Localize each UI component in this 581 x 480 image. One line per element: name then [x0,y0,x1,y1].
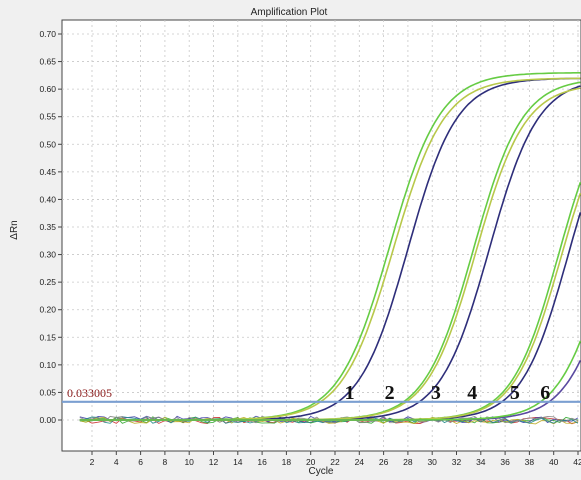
y-tick-label: 0.60 [39,84,56,94]
y-tick-label: 0.00 [39,415,56,425]
x-axis-ticks: 2 4 6 8 10 12 14 16 18 20 22 24 26 28 30 32 34 36 38 40 42 [90,451,581,467]
run-label-4: 4 [467,382,477,404]
x-tick-label: 30 [427,457,437,467]
x-axis-label: Cycle [308,466,333,477]
run-label-2: 2 [385,382,395,404]
x-tick-label: 14 [233,457,243,467]
threshold-line-group: 0.033005 [62,386,581,403]
x-tick-label: 26 [379,457,389,467]
x-tick-label: 10 [184,457,194,467]
run-label-1: 1 [345,382,355,404]
run-label-3: 3 [431,382,441,404]
x-tick-label: 34 [476,457,486,467]
run-label-6: 6 [540,382,550,404]
x-tick-label: 32 [452,457,462,467]
x-tick-label: 40 [549,457,559,467]
y-tick-label: 0.70 [39,29,56,39]
x-tick-label: 22 [330,457,340,467]
x-tick-label: 28 [403,457,413,467]
gridlines [62,20,581,451]
plot-area [61,19,581,452]
y-tick-label: 0.35 [39,222,56,232]
x-tick-label: 42 [573,457,581,467]
x-tick-label: 24 [355,457,365,467]
x-tick-label: 2 [90,457,95,467]
y-tick-label: 0.50 [39,139,56,149]
x-tick-label: 12 [209,457,219,467]
x-tick-label: 8 [163,457,168,467]
y-tick-label: 0.65 [39,57,56,67]
x-tick-label: 20 [306,457,316,467]
x-tick-label: 6 [138,457,143,467]
y-tick-label: 0.30 [39,250,56,260]
x-tick-label: 38 [525,457,535,467]
chart-title: Amplification Plot [251,7,328,18]
y-tick-label: 0.20 [39,305,56,315]
y-axis-ticks: 0.70 0.65 0.60 0.55 0.50 0.45 0.40 0.35 0.30 0.25… [39,29,62,425]
y-axis-label: ΔRn [9,220,20,239]
amplification-curve [79,340,581,421]
x-tick-label: 18 [282,457,292,467]
y-tick-label: 0.15 [39,332,56,342]
y-tick-label: 0.55 [39,112,56,122]
y-tick-label: 0.45 [39,167,56,177]
amplification-curves [79,72,581,421]
run-label-5: 5 [510,382,520,404]
threshold-value-label: 0.033005 [67,386,112,400]
x-tick-label: 4 [114,457,119,467]
y-tick-label: 0.10 [39,360,56,370]
x-tick-label: 16 [257,457,267,467]
y-tick-label: 0.05 [39,387,56,397]
y-tick-label: 0.25 [39,277,56,287]
y-tick-label: 0.40 [39,194,56,204]
x-tick-label: 36 [500,457,510,467]
baseline-series [79,416,579,425]
